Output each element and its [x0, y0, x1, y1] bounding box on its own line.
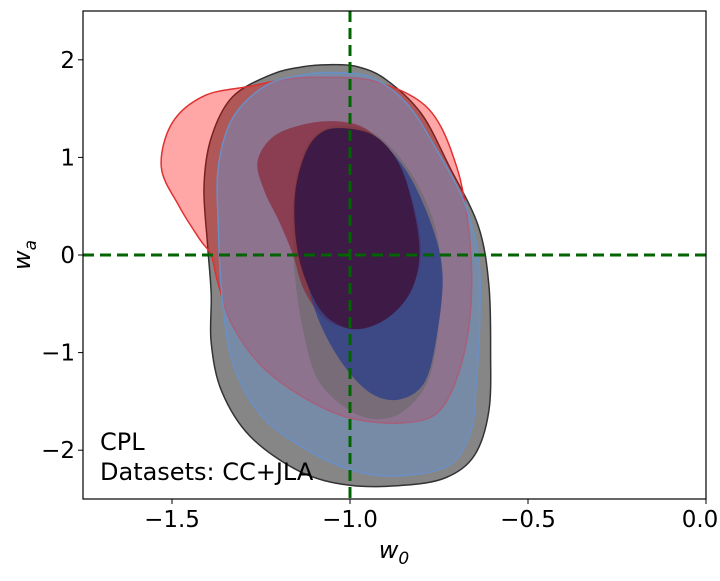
y-axis-label: wa: [8, 240, 41, 270]
x-tick-label: −0.5: [500, 507, 556, 533]
y-tick-label: 1: [60, 145, 75, 171]
contour-overlap-core: [294, 128, 420, 330]
axis-ticks: −1.5 −1.0 −0.5 0.0 2 1 0 −1 −2: [41, 48, 718, 533]
reference-lines: [83, 11, 706, 499]
y-tick-label: −2: [41, 438, 75, 464]
y-tick-label: −1: [41, 341, 75, 367]
x-tick-label: −1.5: [144, 507, 200, 533]
x-tick-label: 0.0: [682, 507, 719, 533]
x-tick-label: −1.0: [322, 507, 378, 533]
y-tick-label: 2: [60, 48, 75, 74]
x-axis-label: w0: [379, 536, 409, 569]
annotation-datasets: Datasets: CC+JLA: [100, 458, 314, 486]
y-tick-label: 0: [60, 243, 75, 269]
annotation-model: CPL: [100, 428, 145, 456]
contours-layer: [160, 63, 492, 488]
